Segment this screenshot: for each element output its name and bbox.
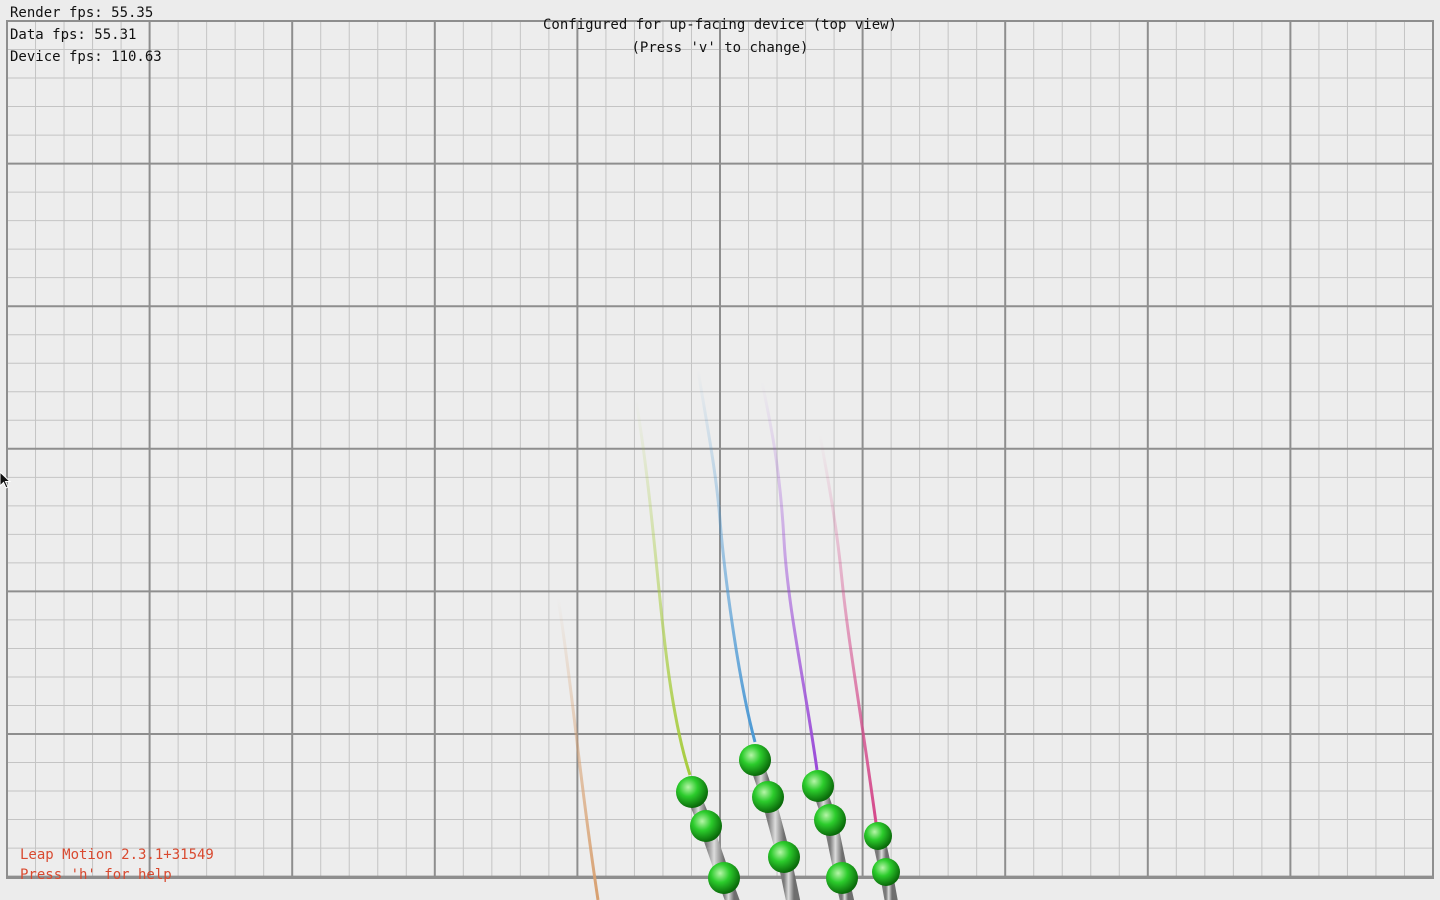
render-fps-readout: Render fps: 55.35 xyxy=(10,5,153,21)
middle-tip-joint xyxy=(739,744,771,776)
index-tip-joint xyxy=(676,776,708,808)
floor-grid xyxy=(7,21,1433,878)
ring-joint xyxy=(814,804,846,836)
device-fps-readout: Device fps: 110.63 xyxy=(10,49,162,65)
version-label: Leap Motion 2.3.1+31549 xyxy=(20,847,214,863)
pinky-joint xyxy=(872,858,900,886)
change-view-hint: (Press 'v' to change) xyxy=(510,40,930,56)
middle-joint xyxy=(752,781,784,813)
index-joint xyxy=(708,862,740,894)
data-fps-readout: Data fps: 55.31 xyxy=(10,27,136,43)
help-hint: Press 'h' for help xyxy=(20,867,172,883)
mouse-pointer-icon xyxy=(0,472,12,490)
ring-joint xyxy=(826,862,858,894)
device-orientation-message: Configured for up-facing device (top vie… xyxy=(510,17,930,33)
pinky-tip-joint xyxy=(864,822,892,850)
index-joint xyxy=(690,810,722,842)
middle-joint xyxy=(768,841,800,873)
ring-tip-joint xyxy=(802,770,834,802)
